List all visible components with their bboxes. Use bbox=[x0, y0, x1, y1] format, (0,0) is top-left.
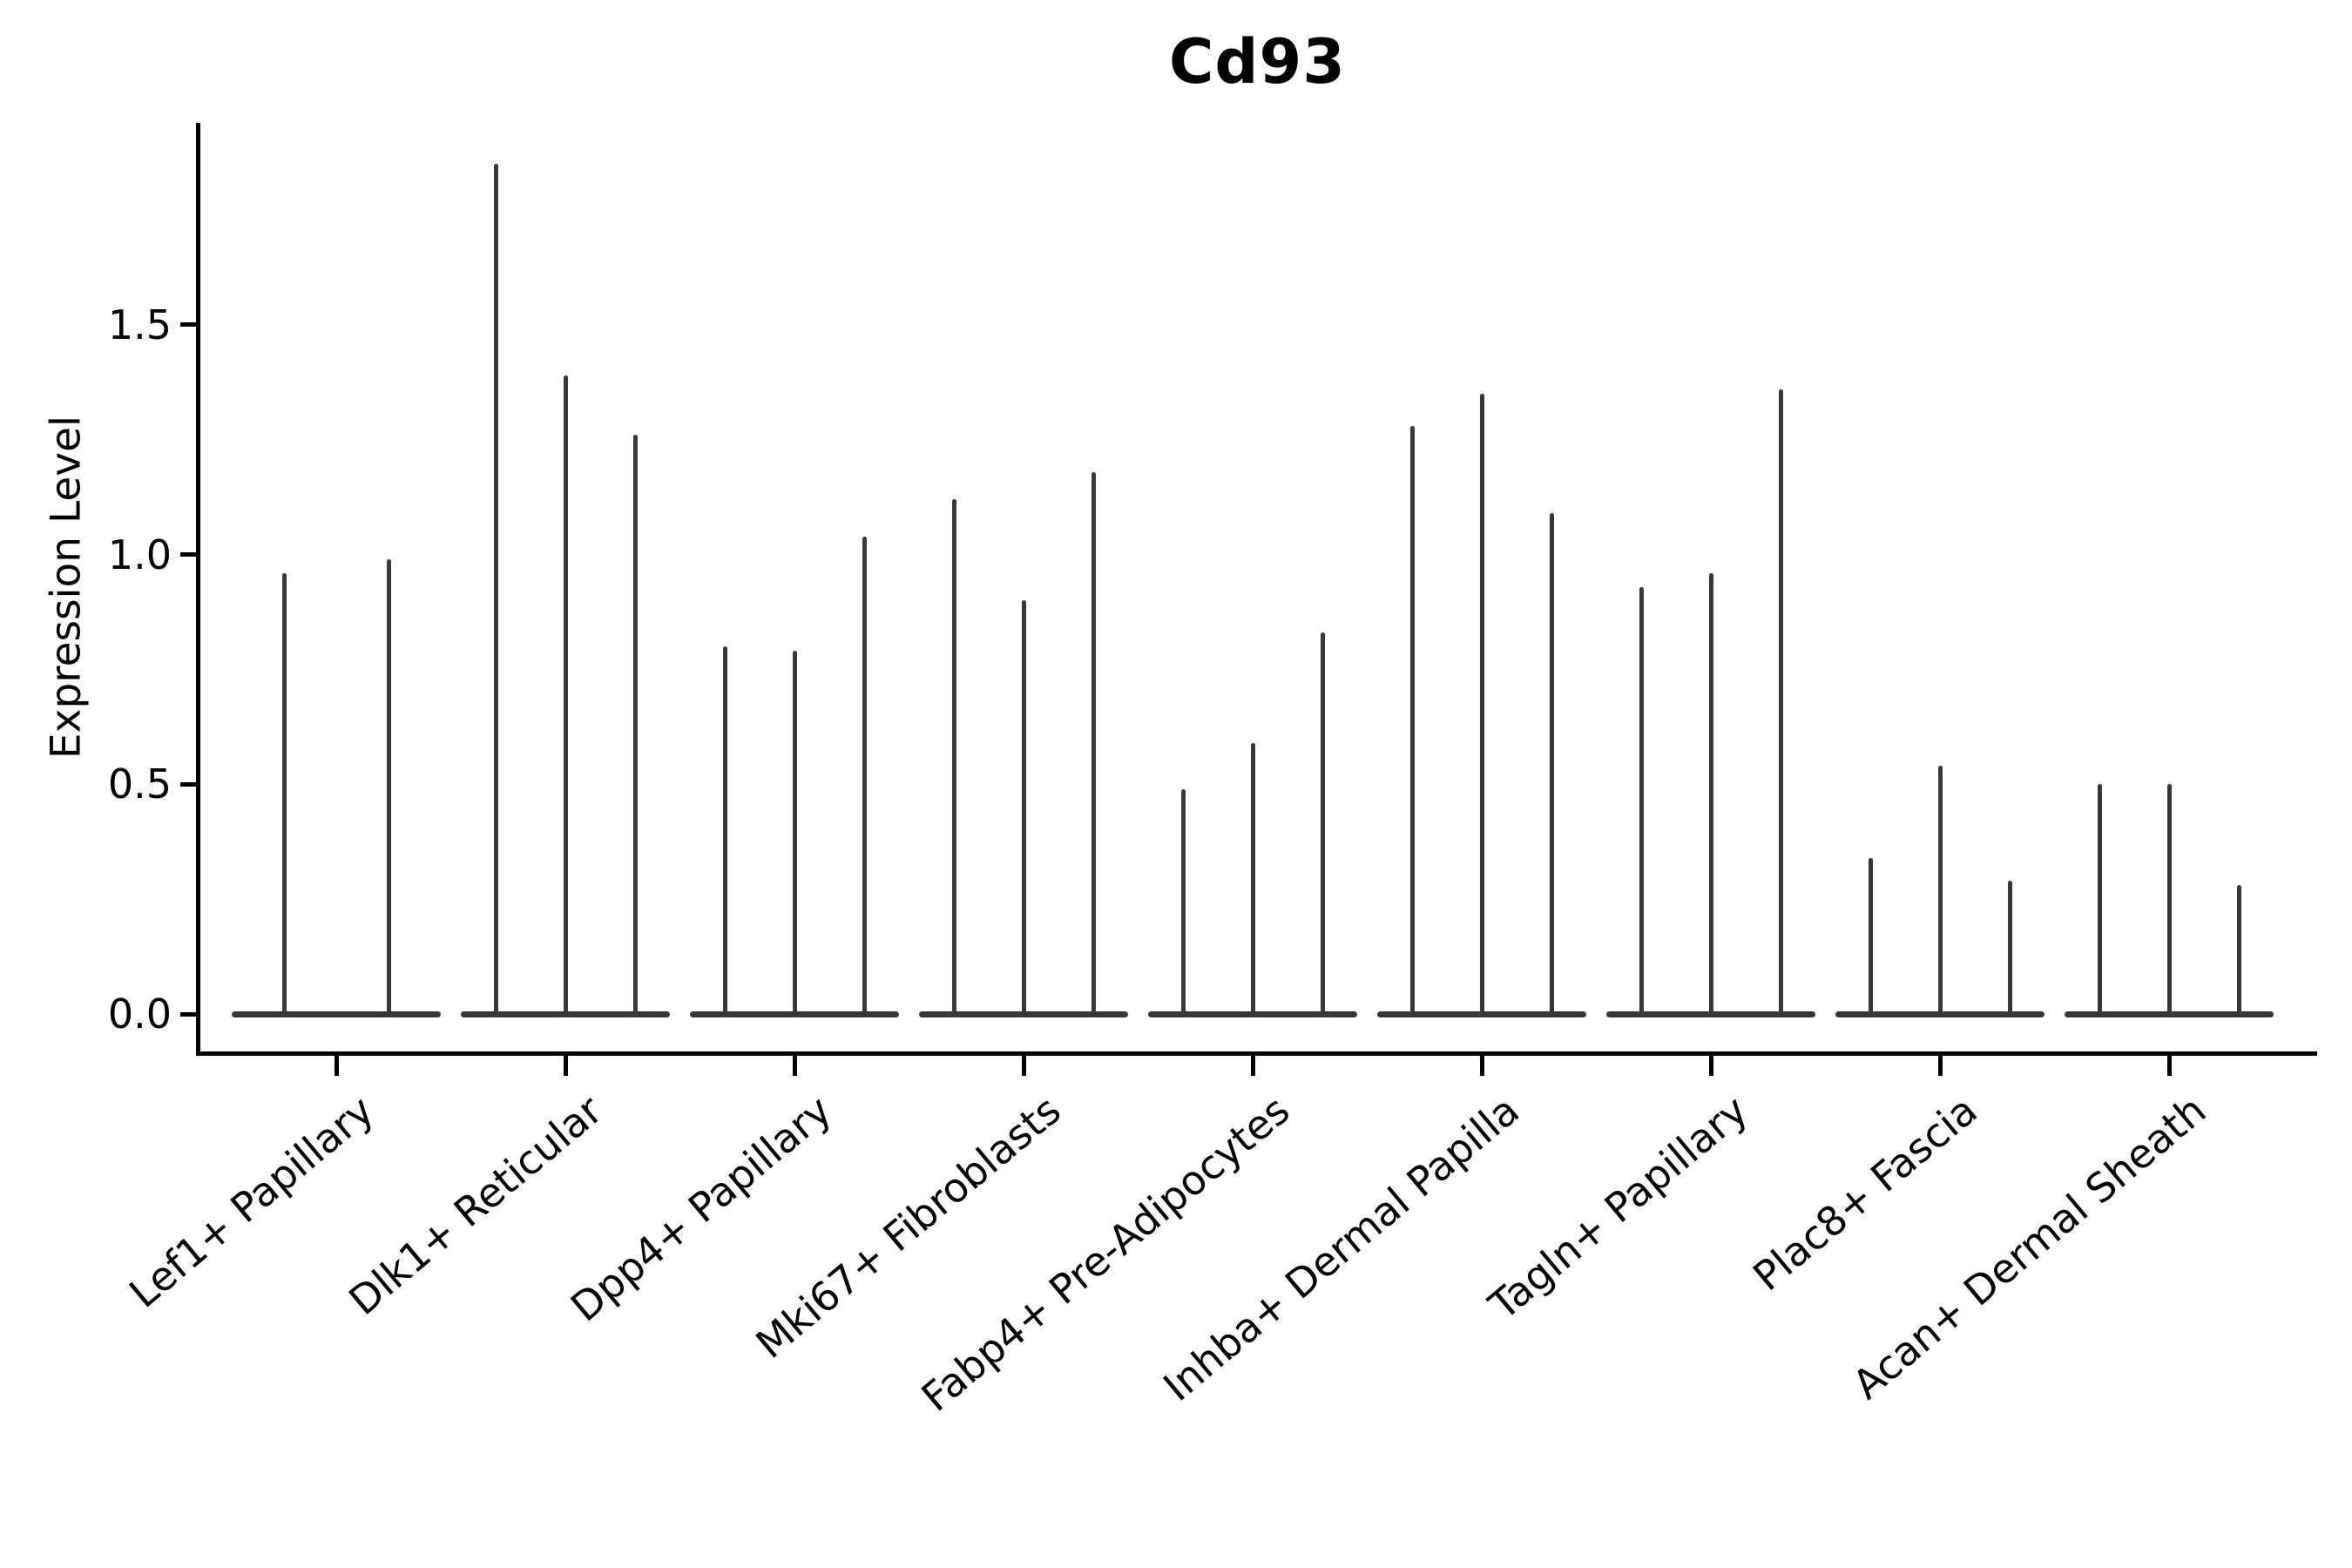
violin-spike bbox=[1250, 742, 1255, 1016]
violin-spike bbox=[2166, 784, 2172, 1016]
violin-spike bbox=[1180, 788, 1186, 1016]
violin-spike bbox=[1708, 572, 1713, 1016]
violin-spike bbox=[1479, 394, 1484, 1016]
y-tick-label: 0.0 bbox=[107, 990, 172, 1037]
x-tick-mark bbox=[1250, 1053, 1255, 1076]
violin-spike bbox=[722, 646, 727, 1016]
y-axis-spine bbox=[196, 123, 200, 1056]
violin-baseline bbox=[232, 1010, 441, 1017]
x-tick-mark bbox=[334, 1053, 339, 1076]
y-tick-mark bbox=[180, 1011, 198, 1017]
y-tick-mark bbox=[180, 781, 198, 787]
violin-spike bbox=[862, 536, 867, 1016]
violin-spike bbox=[1320, 632, 1325, 1016]
violin-spike bbox=[2007, 881, 2012, 1016]
x-axis-spine bbox=[196, 1051, 2317, 1056]
x-tick-label: Fabp4+ Pre-Adipocytes bbox=[912, 1086, 1299, 1421]
violin-spike bbox=[493, 164, 498, 1016]
x-tick-mark bbox=[1021, 1053, 1026, 1076]
x-tick-label: Lef1+ Papillary bbox=[119, 1086, 382, 1317]
chart-title: Cd93 bbox=[1169, 26, 1346, 98]
violin-spike bbox=[792, 651, 797, 1016]
x-tick-mark bbox=[2166, 1053, 2172, 1076]
violin-spike bbox=[1937, 766, 1943, 1016]
y-tick-label: 1.5 bbox=[107, 301, 172, 348]
x-tick-mark bbox=[792, 1053, 797, 1076]
violin-spike bbox=[1639, 586, 1644, 1016]
violin-spike bbox=[281, 572, 287, 1016]
violin-spike bbox=[1021, 600, 1026, 1016]
y-tick-label: 1.0 bbox=[107, 531, 172, 578]
violin-spike bbox=[1549, 513, 1554, 1016]
violin-spike bbox=[563, 375, 568, 1016]
violin-spike bbox=[951, 499, 956, 1016]
y-tick-mark bbox=[180, 322, 198, 328]
violin-spike bbox=[2236, 885, 2241, 1016]
y-tick-label: 0.5 bbox=[107, 760, 172, 808]
violin-spike bbox=[1778, 389, 1783, 1016]
x-tick-mark bbox=[1708, 1053, 1713, 1076]
violin-spike bbox=[2097, 784, 2102, 1016]
violin-spike bbox=[1409, 425, 1415, 1016]
violin-spike bbox=[1868, 857, 1873, 1016]
x-tick-mark bbox=[563, 1053, 568, 1076]
violin-spike bbox=[1091, 471, 1096, 1016]
y-tick-mark bbox=[180, 552, 198, 558]
x-tick-mark bbox=[1937, 1053, 1943, 1076]
y-axis-label: Expression Level bbox=[42, 415, 91, 760]
violin-spike bbox=[386, 558, 391, 1016]
x-tick-mark bbox=[1479, 1053, 1484, 1076]
violin-spike bbox=[632, 435, 638, 1016]
x-tick-label: Plac8+ Fascia bbox=[1744, 1086, 1986, 1301]
